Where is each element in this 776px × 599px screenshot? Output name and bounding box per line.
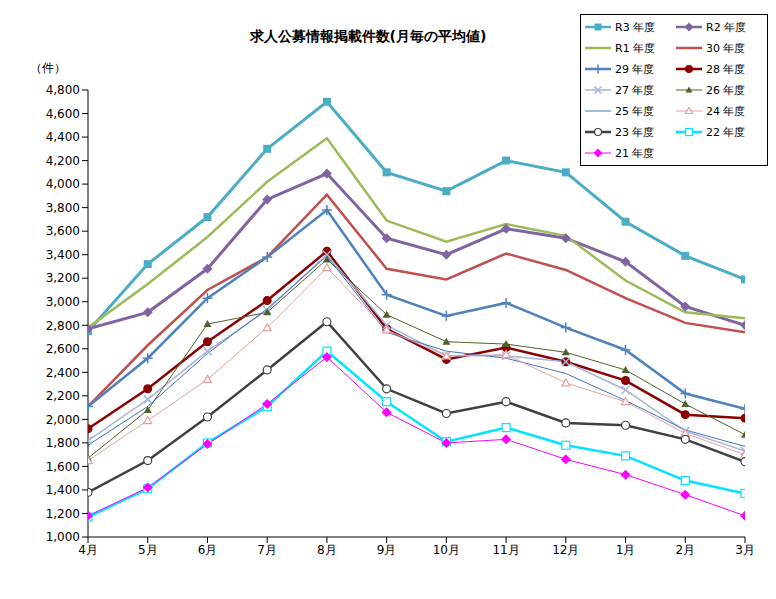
html-text:21 年度: 21 年度: [615, 146, 655, 160]
html-text:（件）: （件）: [30, 61, 66, 75]
svg-text:4月: 4月: [78, 543, 98, 557]
svg-text:2,600: 2,600: [46, 342, 80, 356]
svg-text:4,600: 4,600: [46, 107, 80, 121]
svg-text:1,600: 1,600: [46, 460, 80, 474]
svg-text:4,000: 4,000: [46, 177, 80, 191]
svg-text:8月: 8月: [317, 543, 337, 557]
html-text:R3 年度: R3 年度: [615, 20, 656, 34]
svg-text:1月: 1月: [616, 543, 636, 557]
svg-text:4,400: 4,400: [46, 130, 80, 144]
html-text:25 年度: 25 年度: [615, 104, 655, 118]
html-text:求人公募情報掲載件数(月毎の平均値): 求人公募情報掲載件数(月毎の平均値): [249, 28, 487, 44]
svg-text:1,400: 1,400: [46, 483, 80, 497]
svg-text:1,800: 1,800: [46, 436, 80, 450]
svg-text:4,200: 4,200: [46, 154, 80, 168]
svg-text:2,200: 2,200: [46, 389, 80, 403]
svg-text:2,400: 2,400: [46, 366, 80, 380]
html-text:R2 年度: R2 年度: [706, 20, 747, 34]
svg-text:11月: 11月: [492, 543, 519, 557]
svg-text:5月: 5月: [138, 543, 158, 557]
svg-text:6月: 6月: [198, 543, 218, 557]
svg-text:3,400: 3,400: [46, 248, 80, 262]
html-text:26 年度: 26 年度: [706, 83, 746, 97]
svg-text:3,200: 3,200: [46, 271, 80, 285]
svg-text:1,000: 1,000: [46, 530, 80, 544]
html-text:27 年度: 27 年度: [615, 83, 655, 97]
svg-text:2月: 2月: [675, 543, 695, 557]
svg-text:7月: 7月: [257, 543, 277, 557]
svg-text:2,800: 2,800: [46, 319, 80, 333]
html-text:23 年度: 23 年度: [615, 125, 655, 139]
html-text:29 年度: 29 年度: [615, 62, 655, 76]
svg-text:3,000: 3,000: [46, 295, 80, 309]
html-text:28 年度: 28 年度: [706, 62, 746, 76]
svg-text:3月: 3月: [735, 543, 755, 557]
svg-text:10月: 10月: [433, 543, 460, 557]
svg-text:4,800: 4,800: [46, 83, 80, 97]
svg-text:12月: 12月: [552, 543, 579, 557]
html-text:22 年度: 22 年度: [706, 125, 746, 139]
svg-text:1,200: 1,200: [46, 507, 80, 521]
svg-text:9月: 9月: [377, 543, 397, 557]
html-text:30 年度: 30 年度: [706, 41, 746, 55]
html-text:R1 年度: R1 年度: [615, 41, 656, 55]
svg-text:2,000: 2,000: [46, 413, 80, 427]
svg-text:3,800: 3,800: [46, 201, 80, 215]
html-text:24 年度: 24 年度: [706, 104, 746, 118]
svg-text:3,600: 3,600: [46, 224, 80, 238]
